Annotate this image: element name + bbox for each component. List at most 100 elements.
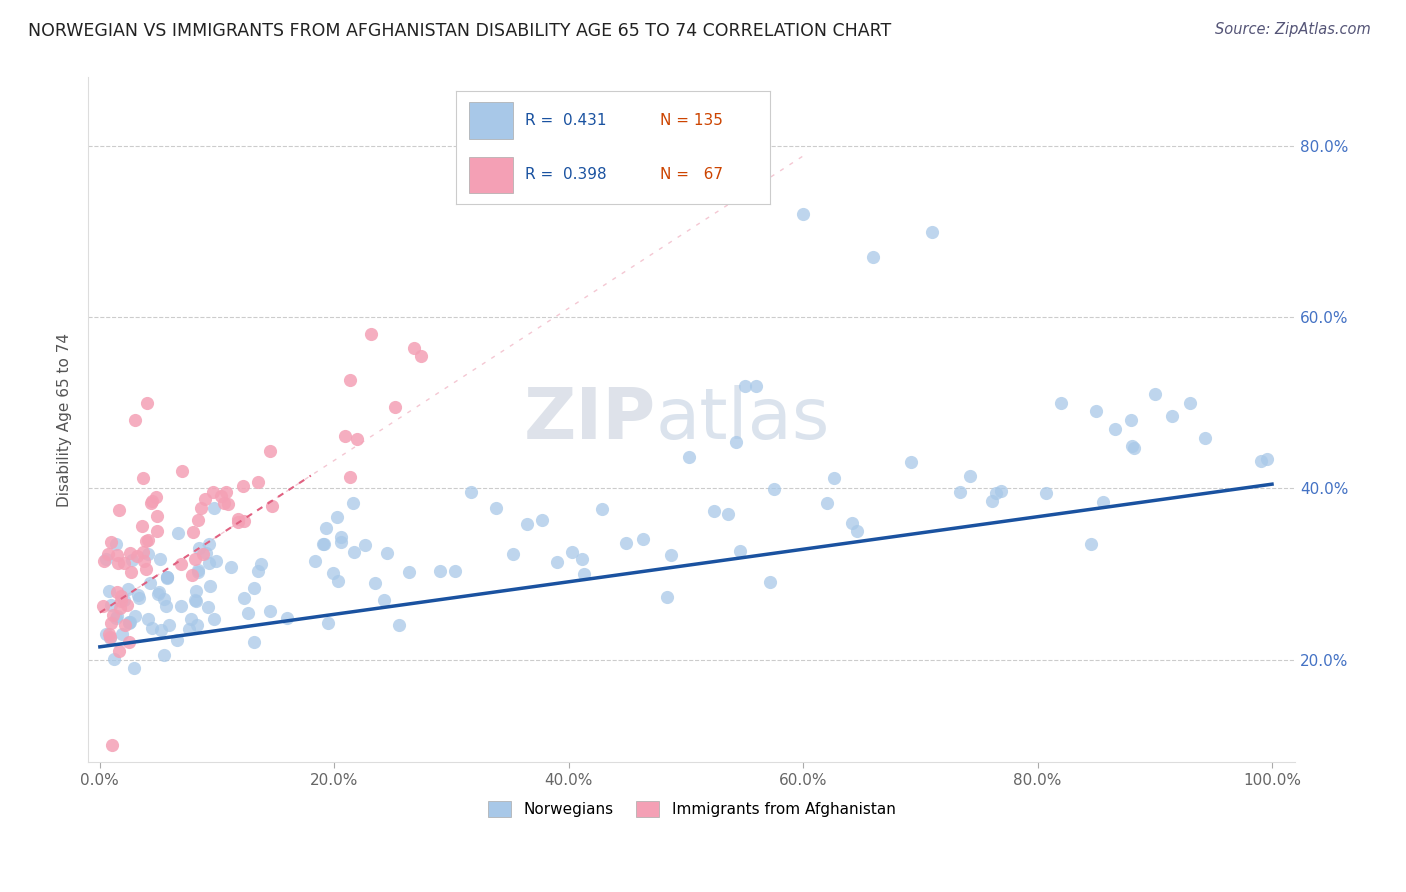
Point: [314, 537, 336, 551]
Text: Source: ZipAtlas.com: Source: ZipAtlas.com: [1215, 22, 1371, 37]
Point: [792, 207, 814, 221]
Point: [339, 469, 361, 483]
Point: [149, 623, 172, 637]
Point: [187, 541, 209, 555]
Point: [108, 600, 131, 615]
Point: [215, 485, 238, 500]
Point: [131, 519, 153, 533]
Point: [1080, 536, 1102, 550]
Point: [246, 564, 269, 578]
Point: [921, 225, 943, 239]
Text: ZIP: ZIP: [523, 385, 655, 454]
Point: [561, 544, 583, 558]
Point: [402, 341, 425, 355]
Point: [107, 644, 129, 658]
Point: [198, 537, 221, 551]
Point: [364, 575, 387, 590]
Point: [132, 471, 155, 485]
Point: [276, 611, 298, 625]
Point: [326, 509, 349, 524]
Point: [114, 618, 136, 632]
Point: [100, 739, 122, 753]
Point: [1256, 452, 1278, 467]
Point: [200, 579, 222, 593]
Point: [110, 593, 132, 607]
Point: [659, 548, 682, 562]
Point: [986, 485, 1008, 500]
Point: [186, 617, 208, 632]
Point: [194, 545, 217, 559]
Point: [516, 516, 538, 531]
Point: [202, 484, 225, 499]
Point: [97, 626, 120, 640]
Point: [134, 554, 156, 568]
Point: [127, 588, 149, 602]
Point: [724, 434, 747, 449]
Point: [262, 499, 284, 513]
Point: [124, 609, 146, 624]
Point: [166, 632, 188, 647]
Point: [354, 538, 377, 552]
Point: [315, 521, 337, 535]
Point: [375, 546, 398, 560]
Point: [194, 491, 217, 506]
Point: [571, 551, 593, 566]
Point: [136, 612, 159, 626]
Point: [156, 570, 179, 584]
Point: [1050, 396, 1073, 410]
Point: [156, 569, 179, 583]
Point: [312, 537, 335, 551]
Point: [485, 500, 508, 515]
Point: [197, 600, 219, 615]
Point: [678, 450, 700, 464]
Text: atlas: atlas: [655, 385, 830, 454]
Point: [145, 490, 167, 504]
Point: [388, 617, 411, 632]
Point: [259, 604, 281, 618]
Point: [146, 587, 169, 601]
Point: [209, 489, 232, 503]
Point: [236, 606, 259, 620]
Point: [118, 635, 141, 649]
Point: [429, 564, 451, 578]
Point: [226, 512, 249, 526]
Point: [745, 378, 768, 392]
Point: [100, 615, 122, 630]
Point: [212, 496, 235, 510]
Point: [141, 621, 163, 635]
Point: [655, 590, 678, 604]
Point: [134, 534, 156, 549]
Point: [98, 630, 121, 644]
Point: [120, 615, 142, 630]
Point: [759, 574, 782, 589]
Point: [316, 616, 339, 631]
Point: [96, 547, 118, 561]
Point: [136, 547, 159, 561]
Point: [93, 554, 115, 568]
Point: [1104, 422, 1126, 436]
Point: [110, 589, 132, 603]
Point: [815, 496, 838, 510]
Point: [734, 378, 756, 392]
Point: [187, 563, 209, 577]
Point: [242, 635, 264, 649]
Point: [959, 468, 981, 483]
Point: [170, 557, 193, 571]
Point: [981, 494, 1004, 508]
Point: [132, 545, 155, 559]
Point: [762, 482, 785, 496]
Point: [398, 565, 420, 579]
Text: NORWEGIAN VS IMMIGRANTS FROM AFGHANISTAN DISABILITY AGE 65 TO 74 CORRELATION CHA: NORWEGIAN VS IMMIGRANTS FROM AFGHANISTAN…: [28, 22, 891, 40]
Point: [730, 544, 752, 558]
Point: [153, 648, 176, 662]
Point: [184, 592, 207, 607]
Point: [149, 552, 172, 566]
Point: [1178, 396, 1201, 410]
Point: [339, 373, 361, 387]
Point: [145, 524, 167, 538]
Point: [177, 622, 200, 636]
Point: [502, 547, 524, 561]
Point: [191, 548, 214, 562]
Point: [118, 615, 141, 629]
Point: [184, 594, 207, 608]
